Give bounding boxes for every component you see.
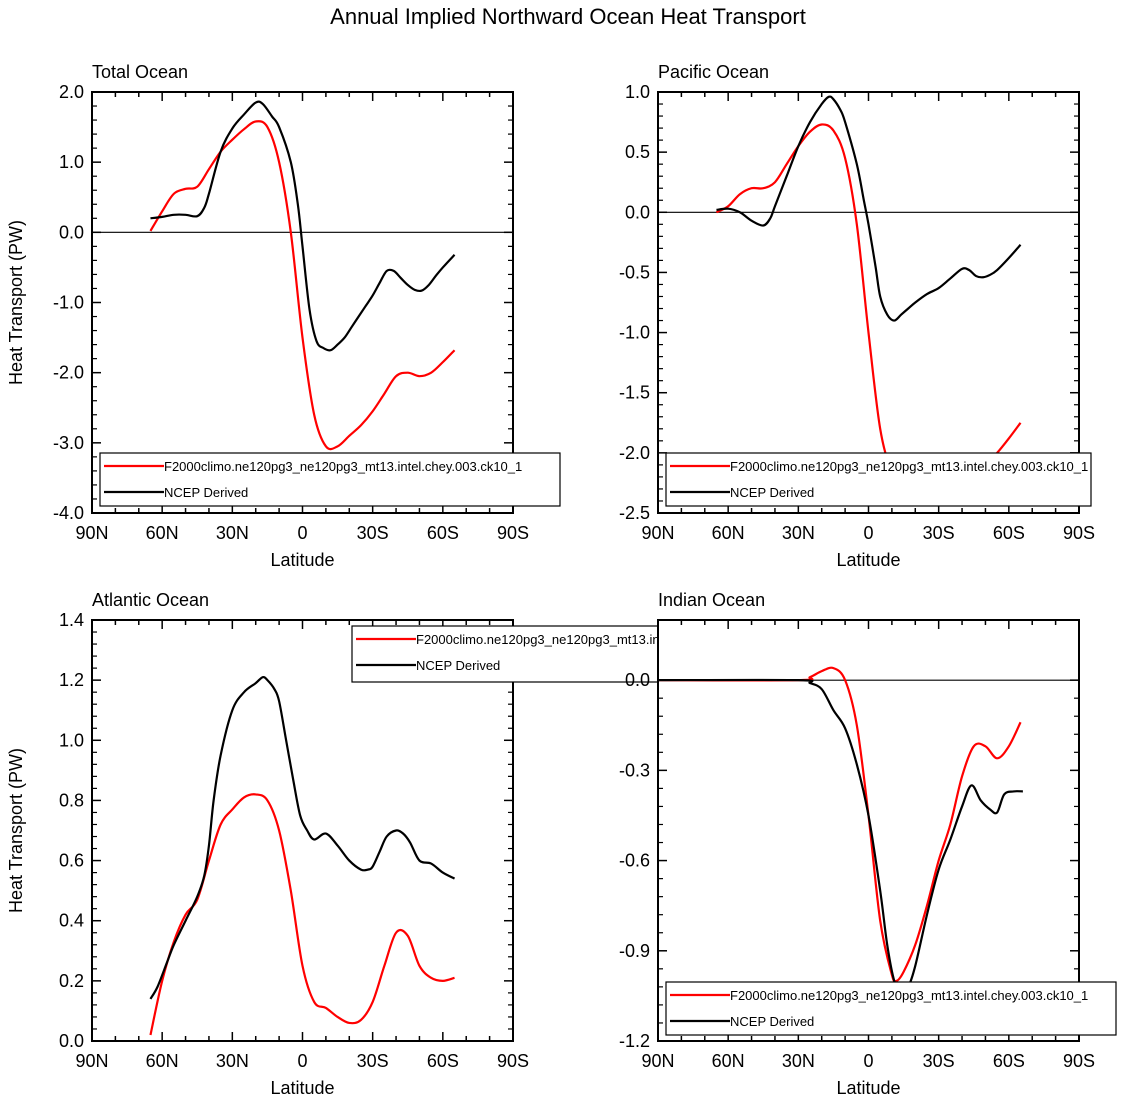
x-tick-label: 60S (427, 523, 459, 543)
plot-area (658, 92, 1079, 513)
y-tick-label: 1.0 (59, 152, 84, 172)
y-tick-label: 0.8 (59, 790, 84, 810)
legend-label: F2000climo.ne120pg3_ne120pg3_mt13.intel.… (730, 988, 1088, 1003)
legend-box (665, 452, 1092, 507)
y-tick-label: 0.5 (625, 142, 650, 162)
plot-area (92, 92, 513, 513)
y-tick-label: -1.5 (619, 383, 650, 403)
y-tick-label: -2.0 (619, 443, 650, 463)
x-tick-label: 30S (923, 523, 955, 543)
x-tick-label: 90S (497, 523, 529, 543)
y-tick-label: -1.0 (53, 293, 84, 313)
y-tick-label: -2.0 (53, 363, 84, 383)
legend-box (665, 981, 1117, 1036)
y-tick-label: 0.6 (59, 851, 84, 871)
x-tick-label: 90N (641, 523, 674, 543)
x-tick-label: 30N (216, 1051, 249, 1071)
panel-total-ocean: 90N 60N 30N 0 30S 60S 90S -4.0 -3.0 -2.0 -1.0 0.0 1.… (6, 62, 561, 570)
x-axis-label: Latitude (836, 550, 900, 570)
x-tick-label: 0 (297, 523, 307, 543)
plot-frame (91, 91, 514, 514)
y-tick-label: 1.4 (59, 610, 84, 630)
legend-label: NCEP Derived (730, 1014, 814, 1029)
x-tick-label: 90N (75, 523, 108, 543)
y-tick-label: -2.5 (619, 503, 650, 523)
panel-title: Pacific Ocean (658, 62, 769, 82)
x-tick-label: 60S (427, 1051, 459, 1071)
x-tick-label: 90S (497, 1051, 529, 1071)
x-tick-label: 30N (782, 523, 815, 543)
plot-area (92, 620, 513, 1041)
legend-label: NCEP Derived (164, 485, 248, 500)
observed-series-line (150, 100, 456, 352)
legend-box (99, 452, 561, 507)
x-tick-label: 90S (1063, 1051, 1095, 1071)
observed-series-line (716, 95, 1022, 322)
legend-label: NCEP Derived (730, 485, 814, 500)
panel-title: Total Ocean (92, 62, 188, 82)
y-tick-label: 1.0 (59, 730, 84, 750)
x-tick-label: 30N (782, 1051, 815, 1071)
observed-series-line (149, 675, 456, 1000)
x-tick-label: 0 (863, 523, 873, 543)
legend: F2000climo.ne120pg3_ne120pg3_mt13.intel.… (665, 452, 1092, 507)
x-tick-label: 60N (712, 523, 745, 543)
x-tick-label: 60N (146, 1051, 179, 1071)
y-tick-label: 2.0 (59, 82, 84, 102)
x-tick-label: 60N (146, 523, 179, 543)
x-tick-label: 0 (863, 1051, 873, 1071)
y-tick-label: 0.0 (625, 202, 650, 222)
x-tick-label: 90S (1063, 523, 1095, 543)
x-tick-label: 30S (357, 1051, 389, 1071)
model-series-line (657, 666, 1022, 983)
y-tick-label: 0.0 (625, 670, 650, 690)
y-tick-label: -1.2 (619, 1031, 650, 1051)
x-axis-label: Latitude (836, 1078, 900, 1098)
panel-title: Atlantic Ocean (92, 590, 209, 610)
y-tick-label: -4.0 (53, 503, 84, 523)
legend: F2000climo.ne120pg3_ne120pg3_mt13.intel.… (99, 452, 561, 507)
plot-frame (91, 619, 514, 1042)
y-axis-label: Heat Transport (PW) (6, 748, 26, 913)
x-tick-label: 30S (923, 1051, 955, 1071)
x-tick-label: 60S (993, 523, 1025, 543)
plot-area (658, 620, 1079, 1041)
x-tick-label: 60S (993, 1051, 1025, 1071)
x-tick-label: 30S (357, 523, 389, 543)
legend-label: F2000climo.ne120pg3_ne120pg3_mt13.intel.… (164, 459, 522, 474)
y-tick-label: 0.4 (59, 911, 84, 931)
x-tick-label: 60N (712, 1051, 745, 1071)
x-tick-label: 0 (297, 1051, 307, 1071)
figure-title: Annual Implied Northward Ocean Heat Tran… (330, 4, 806, 29)
y-tick-label: 0.2 (59, 971, 84, 991)
x-axis-label: Latitude (270, 550, 334, 570)
y-tick-label: 0.0 (59, 222, 84, 242)
legend-label: F2000climo.ne120pg3_ne120pg3_mt13.intel.… (730, 459, 1088, 474)
x-tick-label: 90N (641, 1051, 674, 1071)
x-axis-label: Latitude (270, 1078, 334, 1098)
y-tick-label: 0.0 (59, 1031, 84, 1051)
legend-label: NCEP Derived (416, 658, 500, 673)
y-tick-label: -0.5 (619, 262, 650, 282)
x-tick-label: 90N (75, 1051, 108, 1071)
y-tick-label: -1.0 (619, 323, 650, 343)
y-tick-label: -0.9 (619, 941, 650, 961)
plot-frame (657, 619, 1080, 1042)
x-tick-label: 30N (216, 523, 249, 543)
y-tick-label: -0.6 (619, 851, 650, 871)
panel-indian-ocean: 90N 60N 30N 0 30S 60S 90S -1.2 -0.9 -0.6 -0.3 0.0 In… (619, 590, 1117, 1098)
y-tick-label: -0.3 (619, 760, 650, 780)
y-tick-label: 1.0 (625, 82, 650, 102)
model-series-line (149, 120, 456, 451)
plot-frame (657, 91, 1080, 514)
legend: F2000climo.ne120pg3_ne120pg3_mt13.intel.… (665, 981, 1117, 1036)
y-axis-label: Heat Transport (PW) (6, 220, 26, 385)
panel-pacific-ocean: 90N 60N 30N 0 30S 60S 90S -2.5 -2.0 -1.5 -1.0 -0.5 0… (619, 62, 1095, 570)
y-tick-label: -3.0 (53, 433, 84, 453)
y-tick-label: 1.2 (59, 670, 84, 690)
panel-title: Indian Ocean (658, 590, 765, 610)
